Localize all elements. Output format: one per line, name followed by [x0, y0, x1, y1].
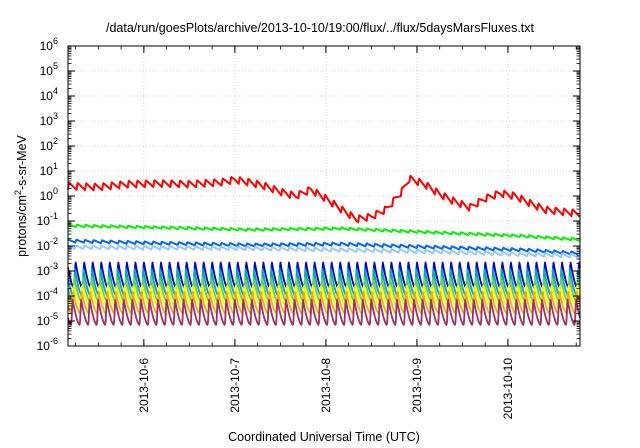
- y-axis-label-suffix: -s-sr-MeV: [15, 134, 29, 190]
- y-tick-label-exponent: 1: [53, 161, 58, 171]
- series-line-8: [67, 284, 581, 307]
- series-line-10: [67, 299, 581, 326]
- y-tick-label-exponent: 6: [53, 36, 58, 46]
- series-line-9: [67, 291, 581, 315]
- tick-marks: [68, 45, 580, 347]
- y-tick-label-exponent: 5: [53, 61, 58, 71]
- y-tick-label: 100: [40, 186, 58, 203]
- y-tick-label: 10-1: [37, 211, 58, 228]
- series-line-7: [67, 276, 581, 303]
- y-tick-label-base: 10: [40, 164, 54, 178]
- y-tick-label-base: 10: [37, 289, 51, 303]
- y-tick-label-base: 10: [40, 89, 54, 103]
- y-tick-label-exponent: -2: [50, 236, 58, 246]
- y-tick-label: 10-2: [37, 236, 58, 253]
- y-tick-label-exponent: 2: [53, 136, 58, 146]
- y-tick-label: 102: [40, 136, 58, 153]
- y-tick-label-base: 10: [37, 314, 51, 328]
- y-tick-label-base: 10: [40, 189, 54, 203]
- y-tick-label-base: 10: [37, 214, 51, 228]
- series-line-6: [67, 268, 581, 297]
- plot-area: [67, 45, 581, 347]
- y-tick-label: 10-4: [37, 286, 58, 303]
- y-tick-label: 10-5: [37, 311, 58, 328]
- y-tick-label-base: 10: [37, 239, 51, 253]
- x-axis-tick-labels: 2013-10-6 2013-10-7 2013-10-8 2013-10-9 2013…: [137, 358, 515, 420]
- series-group: [67, 174, 581, 326]
- y-tick-label-base: 10: [40, 64, 54, 78]
- series-line-4: [67, 244, 581, 259]
- y-tick-label: 10-3: [37, 261, 58, 278]
- y-tick-label-exponent: -4: [50, 286, 58, 296]
- y-axis-tick-labels: 10-610-510-410-310-210-11001011021031041…: [37, 36, 58, 353]
- x-tick-label: 2013-10-6: [137, 358, 151, 413]
- y-tick-label: 101: [40, 161, 58, 178]
- x-tick-label: 2013-10-9: [410, 358, 424, 413]
- series-line-5: [67, 261, 581, 290]
- y-tick-label-exponent: -5: [50, 311, 58, 321]
- y-tick-label: 105: [40, 61, 58, 78]
- x-axis-label: Coordinated Universal Time (UTC): [228, 430, 420, 444]
- chart-title: /data/run/goesPlots/archive/2013-10-10/1…: [106, 21, 535, 35]
- y-tick-label-exponent: -1: [50, 211, 58, 221]
- y-axis-label-prefix: protons/cm: [15, 195, 29, 257]
- y-tick-label-exponent: 0: [53, 186, 58, 196]
- y-tick-label-exponent: 3: [53, 111, 58, 121]
- y-tick-label: 103: [40, 111, 58, 128]
- series-line-1: [67, 174, 581, 224]
- series-line-2: [67, 223, 581, 242]
- series-line-3: [67, 238, 581, 256]
- y-tick-label-base: 10: [40, 39, 54, 53]
- y-tick-label-exponent: -6: [50, 336, 58, 346]
- y-tick-label: 10-6: [37, 336, 58, 353]
- y-tick-label-base: 10: [40, 139, 54, 153]
- y-tick-label-exponent: 4: [53, 86, 58, 96]
- y-tick-label-exponent: -3: [50, 261, 58, 271]
- x-tick-label: 2013-10-8: [319, 358, 333, 413]
- x-tick-label: 2013-10-7: [228, 358, 242, 413]
- x-tick-label: 2013-10-10: [501, 358, 515, 420]
- y-tick-label-base: 10: [37, 339, 51, 353]
- y-tick-label: 106: [40, 36, 58, 53]
- y-tick-label-base: 10: [40, 114, 54, 128]
- y-tick-label-base: 10: [37, 264, 51, 278]
- y-axis-label-superscript: 2: [13, 190, 23, 195]
- y-tick-label: 104: [40, 86, 58, 103]
- y-axis-label: protons/cm2-s-sr-MeV: [13, 134, 29, 256]
